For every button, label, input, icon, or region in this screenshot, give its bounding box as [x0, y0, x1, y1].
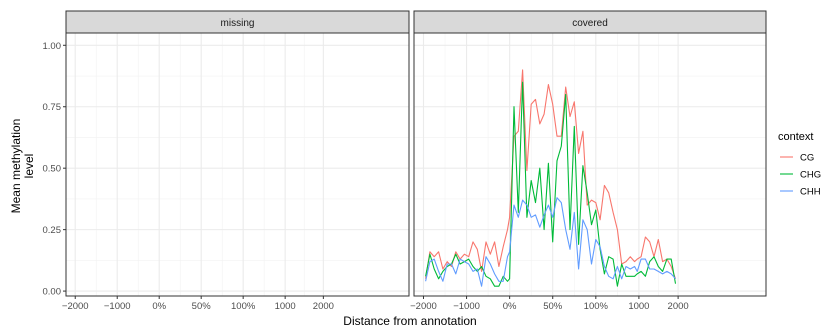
- y-tick-label: 0.25: [43, 225, 62, 236]
- y-tick-label: 0.00: [43, 287, 62, 298]
- y-axis-title-line-2: level: [22, 154, 36, 179]
- legend-label-chg: CHG: [800, 170, 821, 181]
- x-tick-label: 0%: [152, 301, 166, 312]
- x-tick-label: 50%: [192, 301, 212, 312]
- series-line-cg: [425, 69, 677, 279]
- x-tick-label: 100%: [584, 301, 609, 312]
- x-tick-label: 50%: [543, 301, 563, 312]
- x-axis-title: Distance from annotation: [343, 314, 476, 328]
- panel-covered: covered −2000 −1000 0% 50% 100% 1000 2000: [410, 10, 767, 312]
- series-line-chg: [425, 81, 677, 287]
- series-line-chh: [425, 197, 676, 287]
- x-tick-label: −1000: [104, 301, 131, 312]
- y-axis-title-line-1: Mean methylation: [9, 119, 23, 214]
- x-tick-label: −1000: [453, 301, 480, 312]
- legend-title: context: [778, 131, 813, 143]
- x-tick-label: 100%: [231, 301, 256, 312]
- legend-label-chh: CHH: [800, 187, 821, 198]
- x-tick-label: 1000: [275, 301, 296, 312]
- legend: context CG CHG CHH: [778, 131, 821, 200]
- panel-border: [413, 32, 767, 297]
- panel-border: [65, 32, 410, 297]
- x-tick-label: 0%: [503, 301, 517, 312]
- panel-missing: missing −2000 −1000 0% 50% 100% 1000 2000 0.00 0.…: [43, 10, 410, 312]
- panel-background: [66, 33, 409, 296]
- x-tick-label: 2000: [313, 301, 334, 312]
- strip-label: missing: [221, 18, 255, 29]
- strip-label: covered: [572, 18, 608, 29]
- y-tick-label: 0.75: [43, 102, 62, 113]
- y-tick-label: 0.50: [43, 164, 62, 175]
- x-tick-label: −2000: [410, 301, 437, 312]
- y-tick-label: 1.00: [43, 41, 62, 52]
- x-tick-label: −2000: [62, 301, 89, 312]
- x-tick-label: 2000: [668, 301, 689, 312]
- legend-label-cg: CG: [800, 153, 814, 164]
- x-tick-label: 1000: [628, 301, 649, 312]
